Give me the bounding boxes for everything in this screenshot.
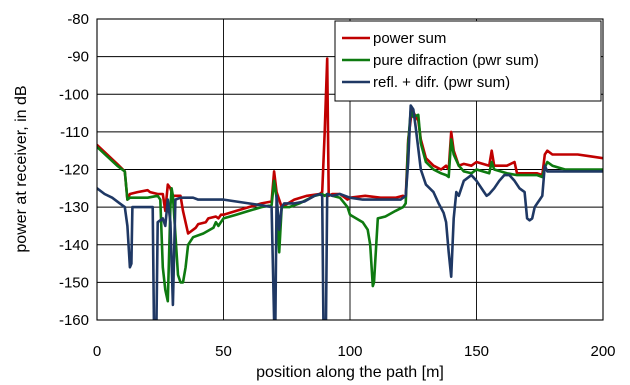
plot-area xyxy=(97,57,603,320)
legend-label-3: refl. + difr. (pwr sum) xyxy=(373,74,510,91)
series-layer xyxy=(97,57,603,320)
x-axis-title: position along the path [m] xyxy=(256,364,444,381)
plot-frame xyxy=(96,18,604,321)
y-axis-title: power at receiver, in dB xyxy=(13,85,30,252)
legend-label-1: power sum xyxy=(373,30,446,47)
y-tick-label: -100 xyxy=(59,86,89,103)
y-tick-label: -110 xyxy=(60,124,89,141)
legend-box xyxy=(334,20,602,102)
legend: power sum pure difraction (pwr sum) refl. … xyxy=(334,20,602,102)
x-tick-label: 150 xyxy=(464,343,489,360)
x-tick-label: 200 xyxy=(590,343,615,360)
x-tick-label: 100 xyxy=(337,343,362,360)
x-tick-label: 50 xyxy=(215,343,232,360)
y-tick-label: -130 xyxy=(59,199,89,216)
y-tick-label: -160 xyxy=(59,312,89,329)
series-line-2 xyxy=(97,109,603,303)
y-axis-ticks: -80 -90 -100 -110 -120 -130 -140 -150 -160 xyxy=(59,11,89,329)
x-axis-ticks: 0 50 100 150 200 xyxy=(93,343,616,360)
y-tick-label: -80 xyxy=(67,11,89,28)
series-line-3 xyxy=(97,104,603,320)
y-tick-label: -90 xyxy=(67,49,89,66)
y-tick-label: -150 xyxy=(59,274,89,291)
y-tick-label: -120 xyxy=(59,162,89,179)
x-tick-label: 0 xyxy=(93,343,101,360)
legend-label-2: pure difraction (pwr sum) xyxy=(373,52,539,69)
y-tick-label: -140 xyxy=(59,237,89,254)
